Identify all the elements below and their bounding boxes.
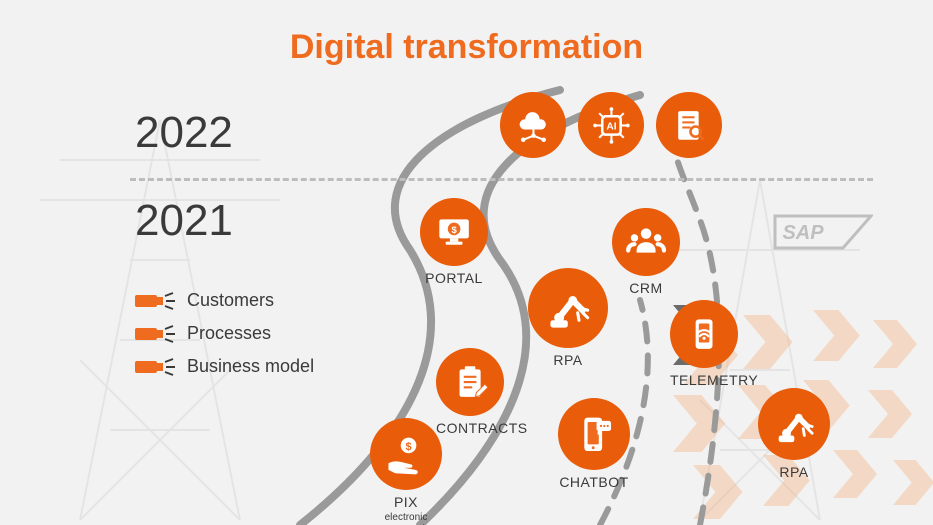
node-ai: AI	[578, 92, 644, 158]
flashlight-icon	[135, 324, 179, 344]
year-2022: 2022	[135, 108, 233, 158]
node-label: CONTRACTS	[436, 420, 504, 436]
page-title: Digital transformation	[0, 28, 933, 67]
flashlight-icon	[135, 357, 179, 377]
node-portal: $ PORTAL	[420, 198, 488, 286]
node-cloud	[500, 92, 566, 158]
node-contracts: CONTRACTS	[436, 348, 504, 436]
legend-label: Customers	[187, 290, 274, 311]
year-divider	[130, 178, 873, 181]
node-label: RPA	[758, 464, 830, 480]
node-crm: CRM	[612, 208, 680, 296]
legend-label: Business model	[187, 356, 314, 377]
phone-signal-icon	[670, 300, 738, 368]
stage: Digital transformation 2022 2021 Custome…	[0, 0, 933, 525]
monitor-dollar-icon: $	[420, 198, 488, 266]
node-sublabel: electronic payment method	[370, 512, 442, 525]
doc-search-icon	[656, 92, 722, 158]
flashlight-icon	[135, 291, 179, 311]
clipboard-sign-icon	[436, 348, 504, 416]
cloud-network-icon	[500, 92, 566, 158]
robot-arm-icon	[528, 268, 608, 348]
node-rpa1: RPA	[528, 268, 608, 368]
node-chatbot: CHATBOT	[558, 398, 630, 490]
svg-text:AI: AI	[606, 121, 616, 132]
people-icon	[612, 208, 680, 276]
node-doc	[656, 92, 722, 158]
node-rpa2: RPA	[758, 388, 830, 480]
node-label: PIX	[370, 494, 442, 510]
phone-chat-icon	[558, 398, 630, 470]
node-label: PORTAL	[420, 270, 488, 286]
node-label: CHATBOT	[558, 474, 630, 490]
svg-text:$: $	[405, 441, 412, 453]
ai-chip-icon: AI	[578, 92, 644, 158]
svg-text:SAP: SAP	[782, 222, 824, 244]
hand-coin-icon: $	[370, 418, 442, 490]
node-label: CRM	[612, 280, 680, 296]
legend-item: Customers	[135, 290, 314, 311]
node-pix: $ PIX electronic payment method	[370, 418, 442, 525]
svg-text:$: $	[451, 225, 457, 236]
node-telemetry: TELEMETRY	[670, 300, 738, 388]
legend-item: Business model	[135, 356, 314, 377]
sap-logo: SAP	[773, 210, 873, 254]
legend-label: Processes	[187, 323, 271, 344]
node-label: TELEMETRY	[670, 372, 738, 388]
year-2021: 2021	[135, 196, 233, 246]
legend-item: Processes	[135, 323, 314, 344]
node-label: RPA	[528, 352, 608, 368]
robot-arm-icon	[758, 388, 830, 460]
legend: Customers Processes Business model	[135, 290, 314, 389]
